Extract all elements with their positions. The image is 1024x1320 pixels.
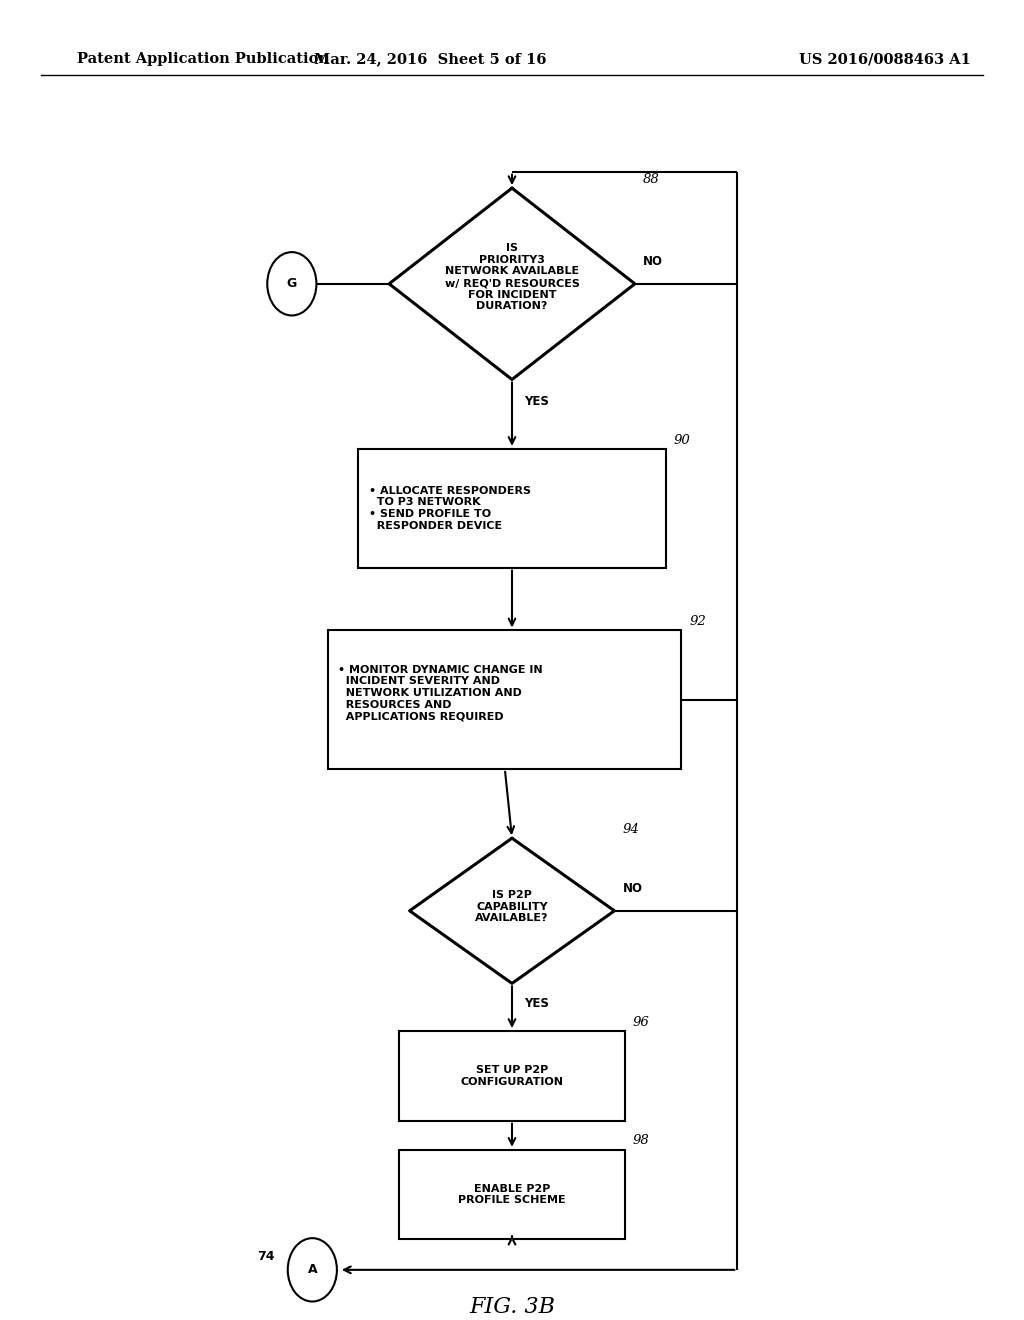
- Text: ENABLE P2P
PROFILE SCHEME: ENABLE P2P PROFILE SCHEME: [458, 1184, 566, 1205]
- Text: FIG. 3B: FIG. 3B: [469, 1296, 555, 1317]
- Text: YES: YES: [524, 997, 549, 1010]
- Text: • ALLOCATE RESPONDERS
  TO P3 NETWORK
• SEND PROFILE TO
  RESPONDER DEVICE: • ALLOCATE RESPONDERS TO P3 NETWORK • SE…: [369, 486, 530, 531]
- Text: NO: NO: [643, 255, 664, 268]
- Text: 74: 74: [257, 1250, 274, 1263]
- Text: IS P2P
CAPABILITY
AVAILABLE?: IS P2P CAPABILITY AVAILABLE?: [475, 890, 549, 924]
- Text: Patent Application Publication: Patent Application Publication: [77, 53, 329, 66]
- Text: NO: NO: [623, 882, 643, 895]
- Text: YES: YES: [524, 396, 549, 408]
- Text: 92: 92: [690, 615, 707, 628]
- Bar: [399, 1150, 625, 1239]
- Text: Mar. 24, 2016  Sheet 5 of 16: Mar. 24, 2016 Sheet 5 of 16: [313, 53, 547, 66]
- Text: A: A: [307, 1263, 317, 1276]
- Text: 94: 94: [623, 822, 639, 836]
- Bar: [358, 449, 666, 568]
- Text: 90: 90: [674, 433, 690, 446]
- Text: 96: 96: [633, 1015, 649, 1028]
- Bar: [328, 630, 682, 768]
- Text: • MONITOR DYNAMIC CHANGE IN
  INCIDENT SEVERITY AND
  NETWORK UTILIZATION AND
  : • MONITOR DYNAMIC CHANGE IN INCIDENT SEV…: [338, 665, 543, 721]
- Bar: [399, 1031, 625, 1121]
- Text: IS
PRIORITY3
NETWORK AVAILABLE
w/ REQ'D RESOURCES
FOR INCIDENT
DURATION?: IS PRIORITY3 NETWORK AVAILABLE w/ REQ'D …: [444, 243, 580, 312]
- Text: 88: 88: [643, 173, 659, 186]
- Text: G: G: [287, 277, 297, 290]
- Text: 98: 98: [633, 1134, 649, 1147]
- Text: SET UP P2P
CONFIGURATION: SET UP P2P CONFIGURATION: [461, 1065, 563, 1086]
- Text: US 2016/0088463 A1: US 2016/0088463 A1: [799, 53, 971, 66]
